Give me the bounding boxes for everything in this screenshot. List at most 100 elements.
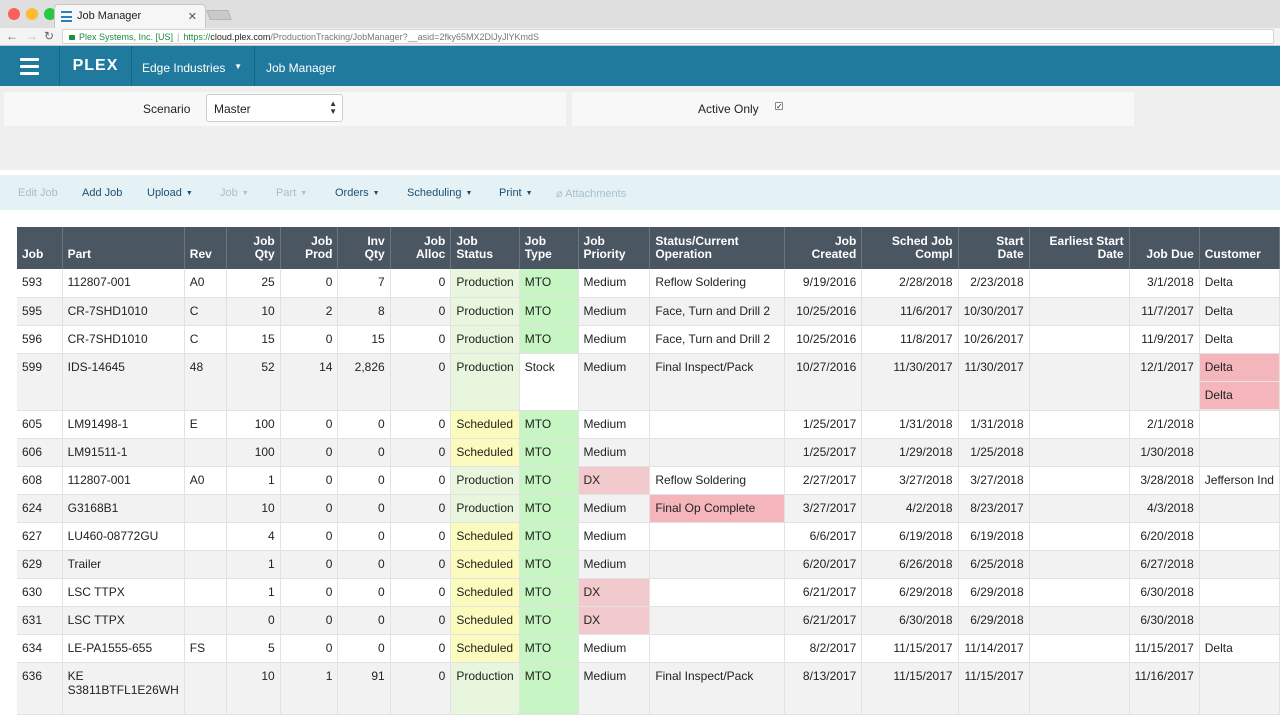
col-earliest-start-date[interactable]: Earliest Start Date [1029,227,1130,269]
cell-earliest-start-date [1029,325,1130,354]
cell-earliest-start-date [1029,522,1130,551]
caret-down-icon: ▼ [300,190,308,197]
col-job-priority[interactable]: Job Priority [578,227,651,269]
cell-customer [1199,550,1280,579]
cell-job-qty: 1 [226,550,281,579]
cell-inv-qty: 0 [337,634,391,663]
cell-job-created: 2/27/2017 [784,466,863,495]
cell-customer: Jefferson Ind [1199,466,1280,495]
cell-job-status: Production [450,662,520,715]
cell-job-qty: 52 [226,353,281,411]
col-rev[interactable]: Rev [184,227,228,269]
cell-rev [184,606,228,635]
maximize-window-button[interactable] [44,8,56,20]
table-row[interactable]: 593 112807-001 A0 25 0 7 0 Production MTO Medium R… [17,269,1280,298]
reload-icon[interactable]: ↻ [44,29,55,43]
cell-rev [184,550,228,579]
attachments-button[interactable]: ⌀ Attachments [556,187,626,200]
table-row[interactable]: 599 IDS-14645 48 52 14 2,826 0 Production Stock M… [17,353,1280,411]
cell-job: 624 [17,494,63,523]
col-job-status[interactable]: Job Status [450,227,520,269]
edit-job-button[interactable]: Edit Job [18,187,58,199]
plex-logo[interactable]: PLEX [60,46,132,86]
job-grid: Job Part Rev Job Qty Job Prod Inv Qty Job Al… [17,227,1280,715]
cell-start-date: 6/29/2018 [958,578,1030,607]
company-name: Edge Industries [142,61,226,75]
table-row[interactable]: 630 LSC TTPX 1 0 0 0 Scheduled MTO DX 6/21/2017 6/… [17,578,1280,607]
col-job-type[interactable]: Job Type [519,227,579,269]
cell-job-status: Scheduled [450,634,520,663]
job-menu[interactable]: Job ▼ [220,187,249,199]
company-selector[interactable]: Edge Industries ▼ [132,46,255,86]
table-row[interactable]: 631 LSC TTPX 0 0 0 0 Scheduled MTO DX 6/21/2017 6/… [17,606,1280,635]
back-icon[interactable]: ← [6,29,18,43]
cell-rev: C [184,325,228,354]
close-tab-icon[interactable]: ✕ [187,11,197,23]
cell-job-due: 3/1/2018 [1129,269,1200,298]
cell-job-type: MTO [519,466,579,495]
add-job-button[interactable]: Add Job [82,187,123,199]
col-sched-job-compl[interactable]: Sched Job Compl [861,227,959,269]
col-job-created[interactable]: Job Created [784,227,863,269]
close-window-button[interactable] [8,8,20,20]
table-row[interactable]: 605 LM91498-1 E 100 0 0 0 Scheduled MTO Medium 1/2… [17,410,1280,439]
cell-sched-job-compl: 11/30/2017 [861,353,959,411]
cell-part: CR-7SHD1010 [62,297,185,326]
cell-job-qty: 10 [226,297,281,326]
cell-part: CR-7SHD1010 [62,325,185,354]
table-row[interactable]: 629 Trailer 1 0 0 0 Scheduled MTO Medium 6/20/201… [17,550,1280,579]
new-tab-button[interactable] [206,10,232,20]
table-row[interactable]: 634 LE-PA1555-655 FS 5 0 0 0 Scheduled MTO Medium… [17,634,1280,663]
cell-part: LM91511-1 [62,438,185,467]
col-start-date[interactable]: Start Date [958,227,1030,269]
forward-icon[interactable]: → [26,29,38,43]
cell-part: G3168B1 [62,494,185,523]
cell-job-qty: 10 [226,662,281,715]
print-menu[interactable]: Print ▼ [499,187,533,199]
cell-job-prod: 1 [280,662,339,715]
url-protocol: https:// [183,32,211,42]
cell-job-status: Production [450,466,520,495]
table-row[interactable]: 596 CR-7SHD1010 C 15 0 15 0 Production MTO Medium… [17,325,1280,354]
cell-job-status: Production [450,297,520,326]
orders-menu[interactable]: Orders ▼ [335,187,380,199]
table-row[interactable]: 595 CR-7SHD1010 C 10 2 8 0 Production MTO Medium F… [17,297,1280,326]
table-row[interactable]: 608 112807-001 A0 1 0 0 0 Production MTO DX Reflow… [17,466,1280,495]
cell-rev: A0 [184,466,228,495]
table-row[interactable]: 627 LU460-08772GU 4 0 0 0 Scheduled MTO Medium 6/… [17,522,1280,551]
col-job[interactable]: Job [17,227,63,269]
scheduling-menu[interactable]: Scheduling ▼ [407,187,472,199]
col-customer[interactable]: Customer [1199,227,1280,269]
col-job-prod[interactable]: Job Prod [280,227,339,269]
cell-job: 596 [17,325,63,354]
cell-job-created: 6/6/2017 [784,522,863,551]
cell-job-priority: Medium [578,634,651,663]
col-job-qty[interactable]: Job Qty [226,227,281,269]
url-host: cloud.plex.com [210,32,271,42]
cell-customer [1199,578,1280,607]
cell-inv-qty: 0 [337,522,391,551]
active-only-checkbox[interactable]: ✓ [775,102,783,111]
scenario-select[interactable]: Master ▲ ▼ [206,94,343,122]
col-job-alloc[interactable]: Job Alloc [390,227,452,269]
cell-job-created: 3/27/2017 [784,494,863,523]
col-inv-qty[interactable]: Inv Qty [337,227,391,269]
col-status-operation[interactable]: Status/Current Operation [649,227,785,269]
cell-inv-qty: 2,826 [337,353,391,411]
table-row[interactable]: 636 KE S3811BTFL1E26WH 10 1 91 0 Production MTO… [17,662,1280,715]
cell-job-due: 6/27/2018 [1129,550,1200,579]
minimize-window-button[interactable] [26,8,38,20]
col-part[interactable]: Part [62,227,185,269]
table-row[interactable]: 624 G3168B1 10 0 0 0 Production MTO Medium Final … [17,494,1280,523]
cell-status-operation: Reflow Soldering [649,466,785,495]
url-field[interactable]: Plex Systems, Inc. [US] | https://cloud.pl… [62,29,1274,44]
browser-tab[interactable]: Job Manager ✕ [54,4,206,28]
cell-job-status: Scheduled [450,522,520,551]
col-job-due[interactable]: Job Due [1129,227,1200,269]
cell-job-status: Scheduled [450,550,520,579]
hamburger-menu-icon[interactable] [0,46,60,86]
select-arrows-icon: ▲ ▼ [329,99,337,116]
part-menu[interactable]: Part ▼ [276,187,307,199]
upload-menu[interactable]: Upload ▼ [147,187,193,199]
table-row[interactable]: 606 LM91511-1 100 0 0 0 Scheduled MTO Medium 1/25… [17,438,1280,467]
